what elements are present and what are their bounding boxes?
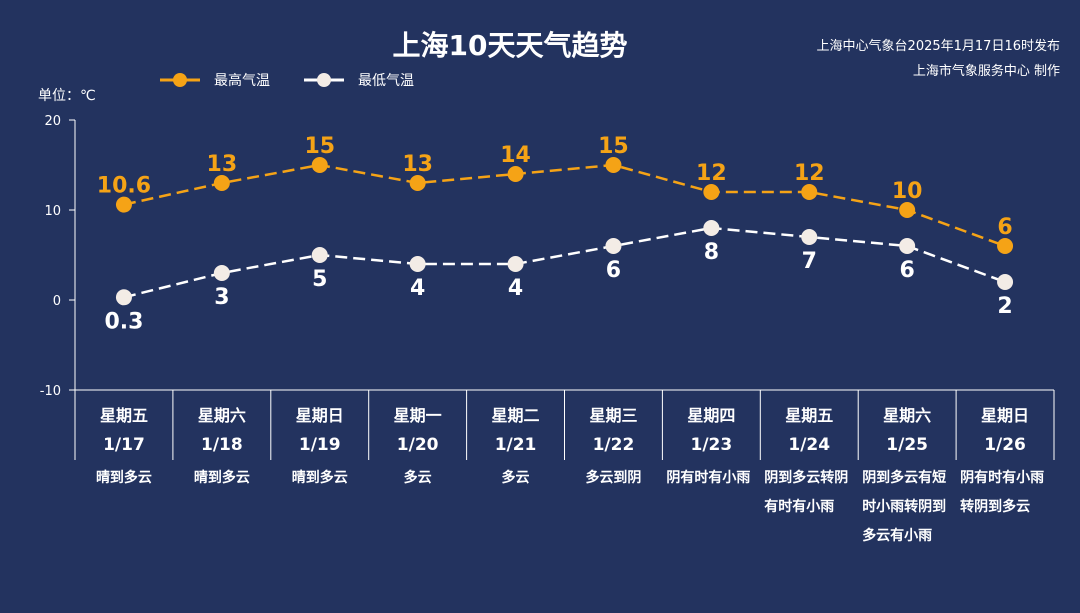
data-label-low: 2 [997, 294, 1012, 319]
weekday-label: 星期四 [687, 406, 735, 425]
data-point-low [605, 238, 622, 254]
data-point-low [409, 256, 426, 272]
data-point-low [703, 220, 720, 236]
data-label-low: 3 [214, 285, 229, 310]
data-label-high: 15 [304, 134, 335, 159]
date-label: 1/22 [593, 435, 635, 455]
data-label-high: 10.6 [97, 174, 151, 199]
data-label-high: 14 [500, 143, 531, 168]
date-label: 1/24 [788, 435, 830, 455]
source-line-1: 上海中心气象台2025年1月17日16时发布 [816, 39, 1060, 54]
weekday-label: 星期二 [492, 406, 540, 425]
legend-high-marker-icon [160, 73, 200, 87]
data-label-low: 4 [508, 276, 523, 301]
data-point-low [801, 229, 818, 245]
data-label-low: 7 [802, 249, 817, 274]
data-point-low [115, 289, 132, 306]
source-info: 上海中心气象台2025年1月17日16时发布 上海市气象服务中心 制作 [817, 34, 1060, 84]
weather-description: 多云到阴 [585, 470, 642, 486]
data-label-high: 12 [794, 161, 825, 186]
date-label: 1/21 [495, 435, 537, 455]
weather-description: 晴到多云 [193, 470, 250, 486]
weather-description: 阴到多云有短时小雨转阴到多云有小雨 [862, 470, 947, 544]
data-label-low: 6 [899, 258, 914, 283]
data-point-high [213, 175, 230, 191]
legend-item-low: 最低气温 [304, 70, 414, 90]
series-line-low [123, 226, 1006, 299]
weather-description: 晴到多云 [291, 470, 348, 486]
weekday-label: 星期六 [198, 406, 246, 425]
weather-description: 阴有时有小雨转阴到多云 [960, 470, 1045, 515]
data-label-high: 13 [207, 152, 238, 177]
data-point-high [801, 184, 818, 200]
y-tick-label: 20 [44, 114, 61, 129]
weekday-label: 星期六 [883, 406, 931, 425]
weather-description: 晴到多云 [95, 470, 152, 486]
data-label-high: 10 [892, 179, 923, 204]
date-label: 1/19 [299, 435, 341, 455]
data-label-low: 0.3 [104, 309, 143, 334]
y-tick-label: 10 [44, 204, 61, 219]
data-point-high [605, 157, 622, 173]
legend-label-high: 最高气温 [214, 73, 270, 89]
data-point-high [703, 184, 720, 200]
data-label-low: 8 [704, 240, 719, 265]
y-tick-label: -10 [40, 384, 61, 399]
weather-description: 多云 [403, 470, 432, 486]
date-label: 1/26 [984, 435, 1026, 455]
weekday-label: 星期一 [394, 406, 442, 425]
weekday-label: 星期三 [589, 406, 637, 425]
data-label-high: 6 [997, 215, 1012, 240]
data-point-high [997, 238, 1014, 254]
legend-low-marker-icon [304, 73, 344, 87]
date-label: 1/20 [397, 435, 439, 455]
series-line-high [123, 163, 1006, 248]
data-point-high [507, 166, 524, 182]
chart-title: 上海10天天气趋势 [392, 29, 628, 62]
data-label-high: 13 [402, 152, 433, 177]
data-label-high: 15 [598, 134, 629, 159]
data-label-high: 12 [696, 161, 727, 186]
date-label: 1/18 [201, 435, 243, 455]
data-point-high [899, 202, 916, 218]
data-label-low: 4 [410, 276, 425, 301]
legend: 最高气温 最低气温 [160, 70, 414, 90]
weekday-label: 星期五 [100, 406, 148, 425]
weather-description: 阴有时有小雨 [666, 470, 751, 486]
unit-label: 单位：℃ [38, 88, 96, 104]
data-point-low [507, 256, 524, 272]
legend-item-high: 最高气温 [160, 70, 270, 90]
weather-description: 多云 [501, 470, 530, 486]
data-point-low [311, 247, 328, 263]
data-label-low: 5 [312, 267, 327, 292]
data-point-low [899, 238, 916, 254]
weekday-label: 星期五 [785, 406, 833, 425]
date-label: 1/23 [690, 435, 732, 455]
date-label: 1/25 [886, 435, 928, 455]
data-label-low: 6 [606, 258, 621, 283]
y-tick-label: 0 [53, 294, 61, 309]
data-point-high [311, 157, 328, 173]
data-point-high [409, 175, 426, 191]
data-point-high [115, 196, 132, 213]
date-label: 1/17 [103, 435, 145, 455]
data-point-low [213, 265, 230, 281]
weather-description: 阴到多云转阴有时有小雨 [764, 470, 849, 515]
weekday-label: 星期日 [296, 406, 344, 425]
data-point-low [997, 274, 1014, 290]
legend-label-low: 最低气温 [358, 73, 414, 89]
weekday-label: 星期日 [981, 406, 1029, 425]
source-line-2: 上海市气象服务中心 制作 [912, 64, 1060, 79]
